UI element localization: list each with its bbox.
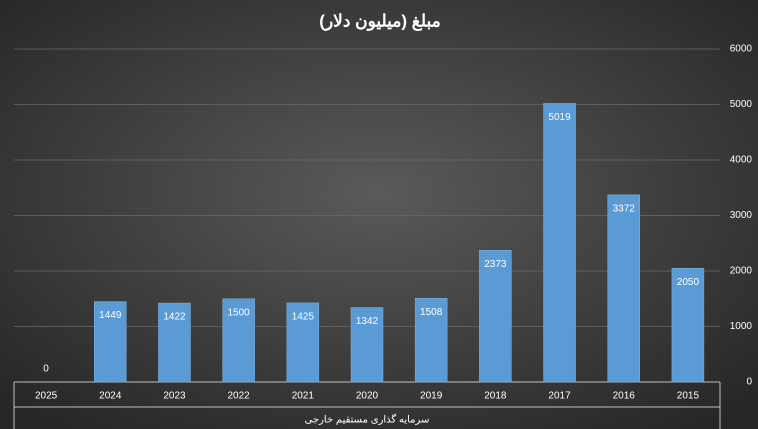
chart-title: مبلغ (میلیون دلار) [319,11,440,31]
data-label: 5019 [548,112,571,123]
data-label: 1422 [163,312,186,323]
data-label: 1342 [356,316,379,327]
bar [671,267,705,383]
data-label: 1508 [420,307,443,318]
x-tick-label: 2015 [677,391,700,402]
bar [286,302,320,383]
data-label: 3372 [613,203,636,214]
x-axis-label: سرمایه گذاری مستقیم خارجی [305,414,430,426]
bar [222,298,255,383]
x-tick-label: 2021 [292,391,315,402]
bar [158,302,191,383]
x-tick-label: 2024 [99,391,122,402]
bar [350,307,384,383]
x-tick-label: 2016 [613,391,636,402]
x-tick-label: 2019 [420,391,443,402]
y-tick-label: 6000 [730,44,753,55]
y-tick-label: 0 [746,377,752,388]
x-tick-label: 2023 [163,391,186,402]
data-label: 1449 [99,310,122,321]
bar [543,103,576,383]
x-tick-label: 2018 [484,391,507,402]
y-tick-label: 5000 [730,99,753,110]
y-tick-label: 1000 [730,321,753,332]
data-label: 1425 [292,312,315,323]
y-tick-label: 4000 [730,155,753,166]
y-tick-label: 3000 [730,210,753,221]
data-label: 1500 [228,307,251,318]
y-tick-label: 2000 [730,266,753,277]
x-tick-label: 2020 [356,391,379,402]
data-label: 2050 [677,277,700,288]
x-tick-label: 2017 [548,391,571,402]
bar [94,301,127,383]
data-label: 0 [43,364,49,375]
x-tick-label: 2022 [228,391,251,402]
bar [414,298,448,383]
x-tick-label: 2025 [35,391,58,402]
bar [479,250,512,383]
bar [607,194,640,383]
data-label: 2373 [484,259,507,270]
